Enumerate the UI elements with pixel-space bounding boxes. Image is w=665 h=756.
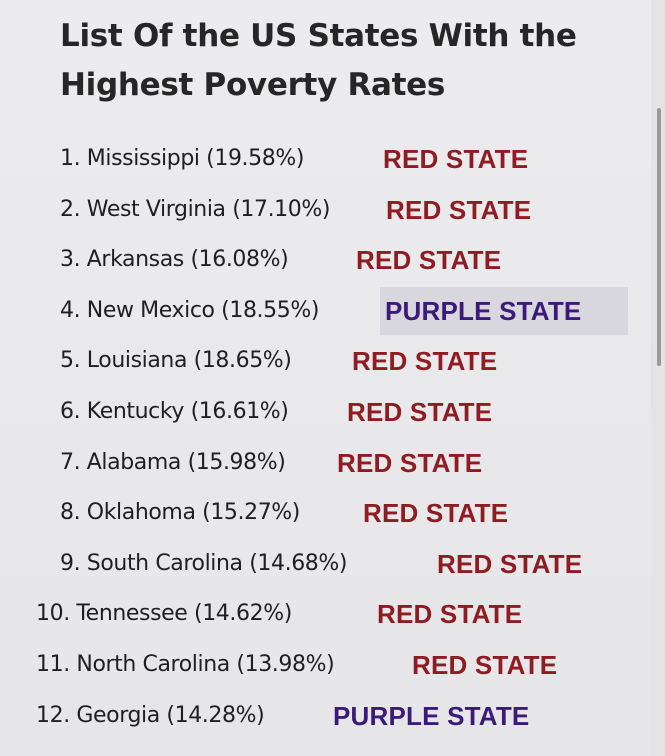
list-item: 7. Alabama (15.98%) RED STATE: [0, 442, 651, 493]
state-rate-text: 11. North Carolina (13.98%): [36, 651, 335, 677]
page-title: List Of the US States With the Highest P…: [60, 18, 577, 103]
state-label: RED STATE: [386, 194, 532, 225]
list-item: 9. South Carolina (14.68%) RED STATE: [0, 543, 651, 594]
list-item: 3. Arkansas (16.08%) RED STATE: [0, 239, 651, 290]
state-rate-text: 6. Kentucky (16.61%): [60, 398, 289, 424]
state-rate-text: 8. Oklahoma (15.27%): [60, 500, 300, 526]
list-item: 6. Kentucky (16.61%) RED STATE: [0, 391, 651, 442]
state-rate-text: 9. South Carolina (14.68%): [60, 550, 348, 576]
state-label: PURPLE STATE: [385, 295, 582, 326]
state-label: RED STATE: [363, 498, 509, 529]
state-label: RED STATE: [356, 245, 502, 276]
state-rate-text: 12. Georgia (14.28%): [36, 702, 265, 728]
scrollbar[interactable]: [651, 0, 665, 756]
list-item: 2. West Virginia (17.10%) RED STATE: [0, 189, 651, 240]
state-rate-text: 2. West Virginia (17.10%): [60, 196, 331, 222]
state-rate-text: 4. New Mexico (18.55%): [60, 297, 320, 323]
state-rate-text: 10. Tennessee (14.62%): [36, 601, 292, 627]
state-label: RED STATE: [337, 447, 483, 478]
state-label: RED STATE: [352, 346, 498, 377]
list-item: 4. New Mexico (18.55%) PURPLE STATE: [0, 286, 651, 341]
state-rate-text: 7. Alabama (15.98%): [60, 449, 286, 475]
state-label: RED STATE: [412, 649, 558, 680]
list-item: 5. Louisiana (18.65%) RED STATE: [0, 340, 651, 391]
list-item: 12. Georgia (14.28%) PURPLE STATE: [0, 695, 651, 746]
state-label: RED STATE: [347, 396, 493, 427]
list-item: 11. North Carolina (13.98%) RED STATE: [0, 644, 651, 695]
state-label: RED STATE: [437, 548, 583, 579]
state-rate-text: 3. Arkansas (16.08%): [60, 247, 289, 273]
list-item: 10. Tennessee (14.62%) RED STATE: [0, 593, 651, 644]
label-highlight: [380, 286, 628, 335]
state-label: PURPLE STATE: [333, 700, 530, 731]
state-label: RED STATE: [377, 599, 523, 630]
scrollbar-thumb[interactable]: [657, 108, 661, 366]
state-rate-text: 5. Louisiana (18.65%): [60, 348, 292, 374]
state-list: 1. Mississippi (19.58%) RED STATE 2. Wes…: [0, 138, 651, 745]
state-rate-text: 1. Mississippi (19.58%): [60, 146, 305, 171]
list-item: 8. Oklahoma (15.27%) RED STATE: [0, 492, 651, 543]
state-label: RED STATE: [383, 144, 529, 174]
list-item: 1. Mississippi (19.58%) RED STATE: [0, 138, 651, 189]
